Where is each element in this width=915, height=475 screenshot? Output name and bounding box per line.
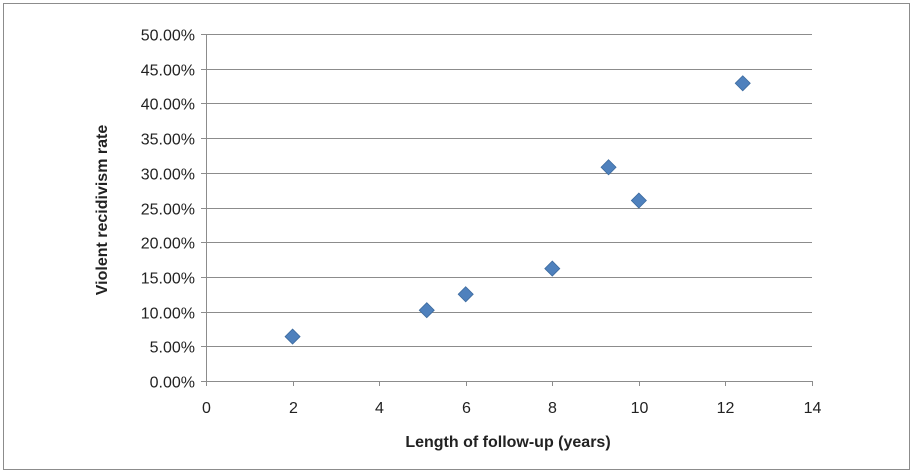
y-tick-label: 5.00% (150, 340, 195, 357)
x-tick-label: 10 (631, 400, 649, 417)
y-tick-label: 35.00% (141, 132, 195, 149)
x-tick-label: 4 (375, 400, 384, 417)
data-point-diamond (544, 260, 561, 277)
y-tick-label: 10.00% (141, 306, 195, 323)
grid-lines (206, 34, 812, 347)
data-point-diamond (734, 75, 751, 92)
x-tick-label: 14 (804, 400, 822, 417)
data-point-diamond (284, 328, 301, 345)
data-point-diamond (600, 159, 617, 176)
data-point-diamond (457, 286, 474, 303)
y-tick-labels: 0.00% 5.00% 10.00% 15.00% 20.00% 25.00% 30.00%… (141, 28, 195, 392)
x-tick-label: 2 (289, 400, 298, 417)
x-axis-title: Length of follow-up (years) (405, 434, 610, 451)
x-tick-label: 12 (717, 400, 735, 417)
y-tick-label: 45.00% (141, 63, 195, 80)
chart-frame (3, 3, 910, 470)
x-tick-labels: 0 2 4 6 8 10 12 14 (202, 400, 821, 417)
data-point-diamond (630, 192, 647, 209)
y-axis-title: Violent recidivism rate (94, 125, 111, 296)
y-tick-label: 40.00% (141, 97, 195, 114)
y-tick-label: 0.00% (150, 375, 195, 392)
x-tick-label: 6 (462, 400, 471, 417)
x-tick-label: 0 (202, 400, 211, 417)
y-tick-label: 15.00% (141, 271, 195, 288)
y-tick-label: 30.00% (141, 167, 195, 184)
axes (201, 34, 813, 386)
data-points (284, 75, 751, 345)
y-tick-label: 25.00% (141, 202, 195, 219)
y-tick-label: 20.00% (141, 236, 195, 253)
x-tick-label: 8 (548, 400, 557, 417)
data-point-diamond (418, 302, 435, 319)
y-tick-label: 50.00% (141, 28, 195, 45)
